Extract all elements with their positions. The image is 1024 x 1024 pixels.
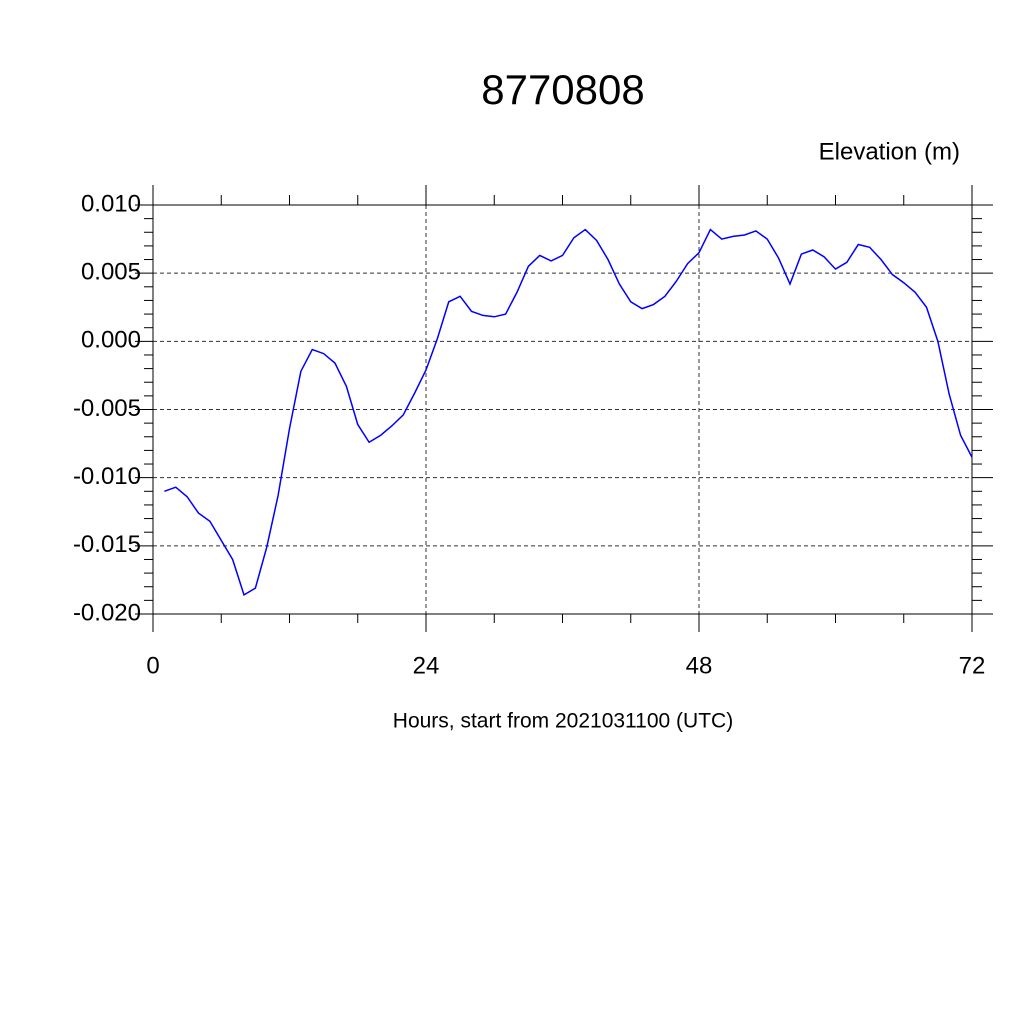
x-axis-label: Hours, start from 2021031100 (UTC) — [393, 710, 733, 733]
x-tick-label: 24 — [413, 652, 440, 679]
y-tick-label: -0.020 — [73, 599, 141, 626]
x-tick-label: 72 — [959, 652, 986, 679]
y-tick-label: -0.005 — [73, 395, 141, 422]
x-tick-label: 48 — [686, 652, 713, 679]
y-unit-label: Elevation (m) — [819, 138, 960, 165]
x-tick-label: 0 — [146, 652, 159, 679]
data-line — [164, 228, 973, 597]
y-tick-label: -0.010 — [73, 463, 141, 490]
chart-title: 8770808 — [481, 66, 645, 113]
y-tick-label: 0.005 — [81, 259, 141, 286]
y-tick-label: 0.010 — [81, 190, 141, 217]
y-tick-label: 0.000 — [81, 327, 141, 354]
y-tick-label: -0.015 — [73, 531, 141, 558]
plot-frame — [152, 204, 973, 615]
